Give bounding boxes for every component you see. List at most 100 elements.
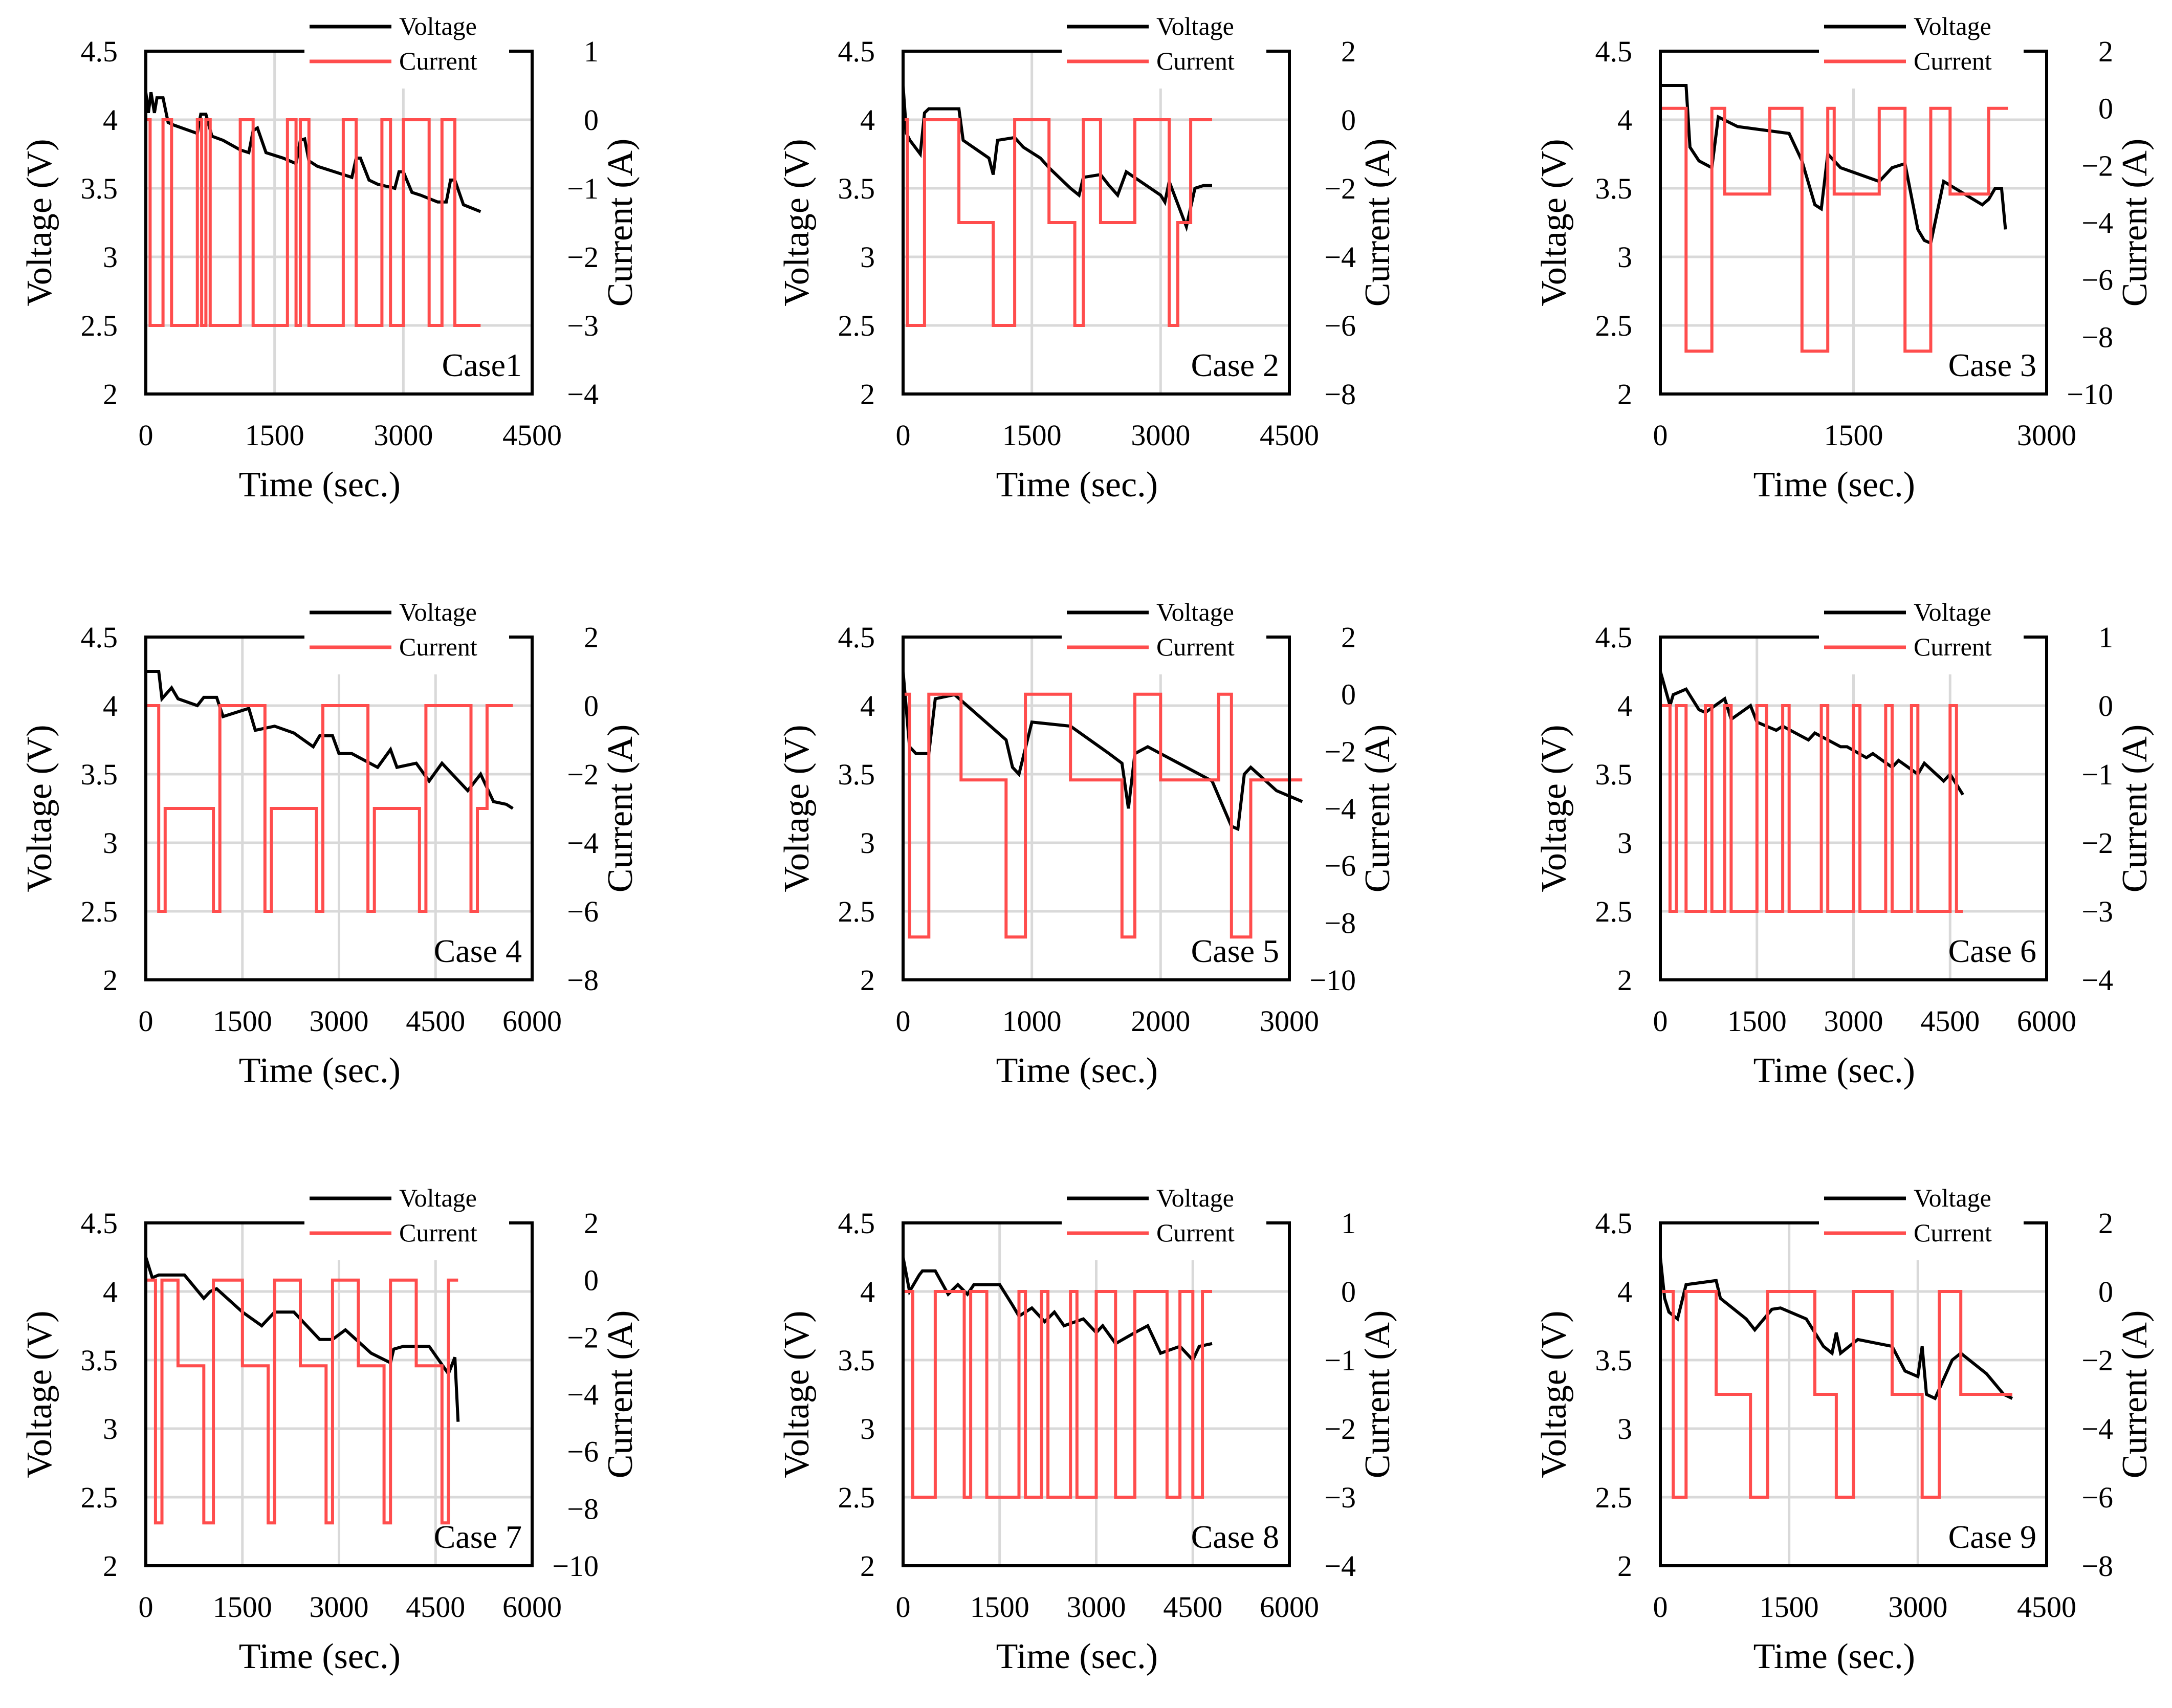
y2-tick-label: 2 bbox=[2098, 1207, 2113, 1240]
legend-label-voltage: Voltage bbox=[399, 1184, 477, 1212]
x-tick-label: 0 bbox=[1653, 1004, 1668, 1038]
y2-axis-label: Current (A) bbox=[601, 139, 640, 307]
x-tick-label: 2000 bbox=[1131, 1004, 1190, 1038]
y-tick-label: 4 bbox=[1617, 689, 1632, 722]
y2-tick-label: 0 bbox=[584, 1264, 599, 1297]
series-line-current bbox=[146, 704, 513, 913]
case-title: Case 6 bbox=[1948, 933, 2036, 969]
y-tick-label: 3.5 bbox=[838, 758, 875, 791]
plot-frame bbox=[144, 50, 534, 396]
y2-tick-label: −4 bbox=[1324, 1549, 1356, 1583]
y-tick-label: 3.5 bbox=[81, 1344, 118, 1377]
y2-tick-label: −4 bbox=[567, 378, 599, 411]
y2-tick-label: −10 bbox=[2067, 378, 2113, 411]
y2-axis-label: Current (A) bbox=[2115, 725, 2155, 893]
y-tick-label: 4.5 bbox=[838, 621, 875, 654]
legend-label-voltage: Voltage bbox=[1914, 12, 1991, 40]
legend-label-voltage: Voltage bbox=[399, 598, 477, 626]
legend-label-current: Current bbox=[1914, 1218, 1992, 1247]
legend-label-current: Current bbox=[399, 632, 477, 661]
y-tick-label: 2 bbox=[860, 964, 875, 997]
y2-tick-label: 0 bbox=[1341, 1275, 1356, 1308]
legend-label-current: Current bbox=[1914, 47, 1992, 75]
case-title: Case 5 bbox=[1191, 933, 1279, 969]
y-axis-label: Voltage (V) bbox=[777, 139, 817, 306]
legend-label-voltage: Voltage bbox=[1156, 598, 1234, 626]
x-axis-label: Time (sec.) bbox=[1753, 1051, 1915, 1090]
legend-label-voltage: Voltage bbox=[1914, 1184, 1991, 1212]
y2-tick-label: −4 bbox=[2081, 206, 2113, 239]
y-tick-label: 2.5 bbox=[838, 1481, 875, 1514]
y2-tick-label: −2 bbox=[2081, 826, 2113, 860]
y2-tick-label: −4 bbox=[1324, 792, 1356, 825]
legend-label-voltage: Voltage bbox=[1156, 12, 1234, 40]
y-tick-label: 4 bbox=[860, 1275, 875, 1308]
y-tick-label: 4 bbox=[1617, 1275, 1632, 1308]
y-tick-label: 4 bbox=[860, 103, 875, 137]
y2-tick-label: 0 bbox=[584, 689, 599, 722]
y2-tick-label: 0 bbox=[2098, 92, 2113, 125]
y-axis-label: Voltage (V) bbox=[1534, 1310, 1574, 1478]
x-tick-label: 3000 bbox=[2017, 419, 2076, 452]
y2-tick-label: −1 bbox=[1324, 1344, 1356, 1377]
x-tick-label: 0 bbox=[896, 1590, 911, 1624]
y2-tick-label: −4 bbox=[567, 826, 599, 860]
x-tick-label: 3000 bbox=[1888, 1590, 1947, 1624]
x-axis-label: Time (sec.) bbox=[996, 1051, 1158, 1090]
y-tick-label: 4.5 bbox=[81, 621, 118, 654]
y2-tick-label: −2 bbox=[1324, 1412, 1356, 1446]
y2-tick-label: 2 bbox=[584, 1207, 599, 1240]
series-line-voltage bbox=[146, 670, 514, 810]
y-tick-label: 2.5 bbox=[1595, 895, 1633, 928]
y2-axis-label: Current (A) bbox=[1358, 1310, 1397, 1479]
y2-tick-label: −6 bbox=[2081, 1481, 2113, 1514]
y-tick-label: 3 bbox=[1617, 826, 1632, 860]
y-tick-label: 2 bbox=[1617, 378, 1632, 411]
panel-case-8: Voltage Current 2 2.5 3 3.5 4 4.5 −4 −3 −2 −1 0 1 0 150… bbox=[777, 1184, 1397, 1676]
y-axis-label: Voltage (V) bbox=[1534, 139, 1574, 306]
y-tick-label: 2 bbox=[860, 1549, 875, 1583]
y2-tick-label: 1 bbox=[1341, 1207, 1356, 1240]
x-tick-label: 3000 bbox=[1131, 419, 1190, 452]
case-title: Case 8 bbox=[1191, 1519, 1279, 1555]
x-tick-label: 1500 bbox=[1727, 1004, 1787, 1038]
y2-tick-label: 1 bbox=[2098, 621, 2113, 654]
x-tick-label: 4500 bbox=[1920, 1004, 1980, 1038]
case-title: Case 7 bbox=[434, 1519, 522, 1555]
y2-axis-label: Current (A) bbox=[1358, 139, 1397, 307]
y-axis-label: Voltage (V) bbox=[20, 139, 59, 306]
y2-tick-label: −3 bbox=[567, 309, 599, 342]
legend-label-voltage: Voltage bbox=[1914, 598, 1991, 626]
y2-tick-label: −4 bbox=[567, 1378, 599, 1411]
y-tick-label: 3.5 bbox=[81, 758, 118, 791]
x-axis-label: Time (sec.) bbox=[996, 1637, 1158, 1676]
y-tick-label: 2 bbox=[1617, 964, 1632, 997]
x-tick-label: 1500 bbox=[970, 1590, 1029, 1624]
x-tick-label: 4500 bbox=[406, 1004, 465, 1038]
x-tick-label: 6000 bbox=[502, 1004, 562, 1038]
series-line-voltage bbox=[902, 85, 1212, 232]
y-tick-label: 4 bbox=[103, 689, 118, 722]
series-line-voltage bbox=[902, 671, 1303, 831]
x-tick-label: 0 bbox=[139, 1004, 153, 1038]
y2-tick-label: −6 bbox=[567, 1435, 599, 1469]
x-tick-label: 0 bbox=[1653, 1590, 1668, 1624]
x-tick-label: 1500 bbox=[1002, 419, 1062, 452]
y-tick-label: 4 bbox=[1617, 103, 1632, 137]
legend-label-current: Current bbox=[1156, 1218, 1235, 1247]
y-tick-label: 4 bbox=[860, 689, 875, 722]
x-tick-label: 3000 bbox=[1824, 1004, 1883, 1038]
y2-axis-label: Current (A) bbox=[1358, 725, 1397, 893]
y2-tick-label: −3 bbox=[1324, 1481, 1356, 1514]
legend-label-current: Current bbox=[1156, 632, 1235, 661]
y2-tick-label: 0 bbox=[2098, 689, 2113, 722]
y-tick-label: 3.5 bbox=[838, 172, 875, 205]
y-tick-label: 3.5 bbox=[1595, 172, 1633, 205]
y2-tick-label: −8 bbox=[1324, 906, 1356, 939]
series-line-voltage bbox=[144, 1257, 460, 1422]
x-tick-label: 1000 bbox=[1002, 1004, 1062, 1038]
y-axis-label: Voltage (V) bbox=[1534, 725, 1574, 892]
